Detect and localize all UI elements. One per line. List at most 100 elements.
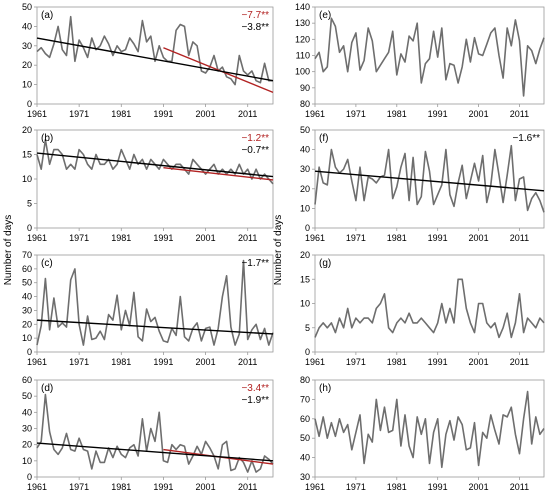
series-line <box>36 259 274 346</box>
x-tick-label: 1991 <box>428 109 448 119</box>
plot-frame <box>36 129 274 229</box>
plot-frame <box>36 254 274 353</box>
y-tick-label: 60 <box>22 375 32 385</box>
x-tick-label: 2001 <box>469 109 489 119</box>
y-tick-label: 5 <box>27 199 32 209</box>
y-tick-label: 30 <box>300 472 310 482</box>
y-tick-label: 20 <box>22 60 32 70</box>
y-tick-label: 40 <box>22 407 32 417</box>
trend-annotation: −7.7** <box>241 10 269 21</box>
y-tick-label: 0 <box>27 99 32 109</box>
y-tick-label: 50 <box>300 433 310 443</box>
panel-label: (d) <box>41 383 53 394</box>
y-tick-label: 20 <box>300 184 310 194</box>
x-tick-label: 2001 <box>469 482 489 492</box>
panel-label: (b) <box>41 133 53 144</box>
x-tick-label: 1991 <box>153 233 173 243</box>
panel-label: (h) <box>319 383 331 394</box>
y-tick-label: 60 <box>300 414 310 424</box>
x-tick-label: 1961 <box>27 357 47 367</box>
x-tick-label: 1981 <box>111 482 131 492</box>
x-tick-label: 1981 <box>387 109 407 119</box>
trend-line <box>36 319 274 335</box>
y-tick-label: 10 <box>300 299 310 309</box>
plot-frame <box>314 254 545 353</box>
panel-d: 0 10 20 30 40 50 60 1961 1971 1981 1991 2001 2011 −3.… <box>22 375 274 492</box>
trend-line <box>36 37 274 82</box>
trend-line <box>314 170 545 192</box>
x-tick-label: 1961 <box>27 482 47 492</box>
trend-annotation: −3.4** <box>241 383 269 394</box>
x-tick-label: 1971 <box>69 357 89 367</box>
y-tick-label: 20 <box>22 319 32 329</box>
y-tick-label: 5 <box>305 323 310 333</box>
panel-label: (e) <box>319 10 331 21</box>
y-tick-label: 15 <box>22 150 32 160</box>
series-line <box>36 139 274 185</box>
y-tick-label: 20 <box>22 440 32 450</box>
plot-frame <box>36 6 274 105</box>
x-tick-label: 1991 <box>153 109 173 119</box>
trend-line <box>163 47 274 94</box>
x-tick-label: 2011 <box>510 233 529 243</box>
x-tick-label: 1971 <box>69 482 89 492</box>
trend-annotation: −0.7** <box>241 145 269 156</box>
trend-line <box>163 167 274 181</box>
x-tick-label: 1961 <box>305 233 325 243</box>
y-axis-title-right: Number of days <box>273 215 284 286</box>
x-tick-label: 1981 <box>111 233 131 243</box>
y-tick-label: 0 <box>27 347 32 357</box>
panel-h: 30 40 50 60 70 80 1961 1971 1981 1991 2001 2011 (h) <box>300 375 545 492</box>
y-tick-label: 40 <box>300 453 310 463</box>
x-tick-label: 2001 <box>196 482 216 492</box>
y-tick-label: 40 <box>300 145 310 155</box>
y-tick-label: 60 <box>22 264 32 274</box>
x-tick-label: 2011 <box>238 233 257 243</box>
x-tick-label: 1981 <box>111 109 131 119</box>
x-tick-label: 2001 <box>196 109 216 119</box>
plot-frame <box>314 129 545 229</box>
y-tick-label: 10 <box>22 456 32 466</box>
x-tick-label: 1981 <box>387 233 407 243</box>
x-tick-label: 1971 <box>346 233 366 243</box>
series-line <box>314 390 545 469</box>
x-tick-label: 1991 <box>153 357 173 367</box>
x-tick-label: 1961 <box>305 109 325 119</box>
y-tick-label: 10 <box>22 80 32 90</box>
series-line <box>36 15 273 86</box>
panel-label: (a) <box>41 10 53 21</box>
y-tick-label: 110 <box>296 51 310 61</box>
x-tick-label: 1991 <box>428 233 448 243</box>
trend-line <box>36 152 274 178</box>
y-tick-label: 70 <box>300 394 310 404</box>
x-tick-label: 2001 <box>196 233 216 243</box>
y-tick-label: 130 <box>295 18 310 28</box>
x-tick-label: 2001 <box>196 357 216 367</box>
y-tick-label: 120 <box>295 34 310 44</box>
y-tick-label: 30 <box>22 305 32 315</box>
y-tick-label: 100 <box>295 67 310 77</box>
y-tick-label: 10 <box>300 203 310 213</box>
trend-line <box>36 442 274 462</box>
y-tick-label: 50 <box>300 125 310 135</box>
series-line <box>36 393 274 473</box>
y-tick-label: 0 <box>305 223 310 233</box>
x-tick-label: 1961 <box>27 233 47 243</box>
x-tick-label: 1971 <box>346 357 366 367</box>
x-tick-label: 1981 <box>111 357 131 367</box>
panel-g: 0 5 10 15 20 1961 1971 1981 1991 2001 2011 (g) <box>300 250 545 367</box>
y-tick-label: 70 <box>22 250 32 260</box>
y-tick-label: 20 <box>300 250 310 260</box>
x-tick-label: 1971 <box>346 482 366 492</box>
y-tick-label: 10 <box>22 174 32 184</box>
trend-annotation: −1.7** <box>241 258 269 269</box>
series-line <box>314 17 545 97</box>
x-tick-label: 1961 <box>305 357 325 367</box>
x-tick-label: 2011 <box>238 109 257 119</box>
panel-c: 0 10 20 30 40 50 60 70 1961 1971 1981 1991 2001 2011 −… <box>22 250 274 367</box>
series-line <box>314 144 545 213</box>
x-tick-label: 1961 <box>27 109 47 119</box>
y-tick-label: 40 <box>22 292 32 302</box>
trend-annotation: −1.6** <box>512 133 540 144</box>
